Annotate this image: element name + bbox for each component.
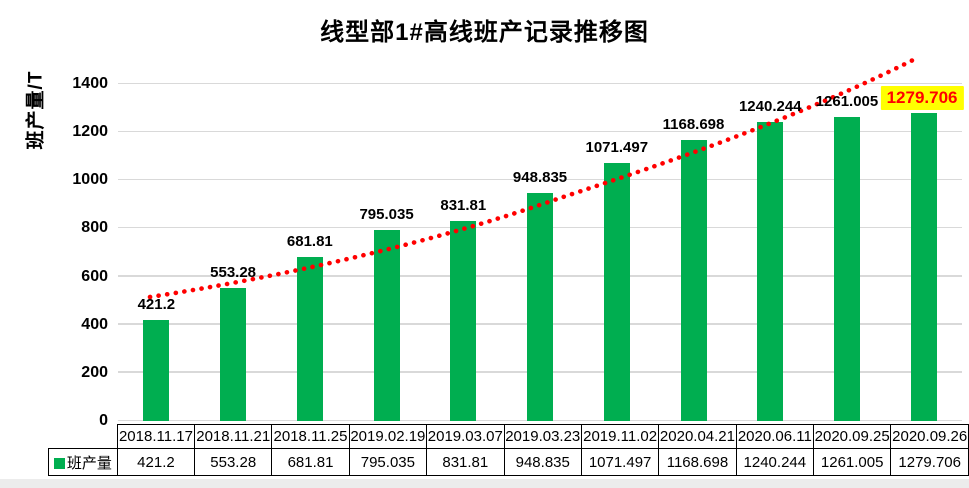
legend-label: 班产量	[66, 454, 112, 472]
bar-column: 1168.698	[655, 84, 732, 421]
data-label: 1261.005	[815, 93, 879, 111]
table-date-cell: 2018.11.17	[116, 424, 196, 449]
table-value-cell: 1071.497	[580, 448, 660, 476]
table-value-cell: 1261.005	[812, 448, 892, 476]
table-value-cell: 553.28	[194, 448, 273, 476]
data-label: 1071.497	[585, 139, 649, 157]
data-label: 421.2	[137, 295, 176, 313]
data-label: 553.28	[210, 263, 257, 281]
table-value-cell: 1168.698	[658, 448, 737, 476]
bar-column: 831.81	[425, 84, 502, 421]
y-axis-ticks: 0 200 400 600 800 1000 1200 1400	[0, 75, 108, 429]
bar-column: 1240.244	[732, 84, 809, 421]
y-tick-label: 1200	[72, 123, 108, 141]
bar[interactable]	[757, 122, 784, 421]
y-tick-label: 1400	[72, 75, 108, 92]
bar-column: 421.2	[118, 84, 195, 421]
y-tick-label: 1000	[72, 171, 108, 189]
bar-series: 421.2 553.28 681.81 795.035 831.81 948.835 107…	[118, 84, 964, 421]
data-label: 795.035	[359, 205, 414, 223]
bar[interactable]	[373, 229, 400, 421]
bar[interactable]	[220, 287, 247, 421]
table-date-cell: 2020.09.25	[812, 424, 892, 449]
bar[interactable]	[450, 220, 477, 421]
bar[interactable]	[296, 256, 323, 421]
table-value-cell: 795.035	[348, 448, 428, 476]
table-date-cell: 2019.03.23	[503, 424, 582, 449]
plot-area: 421.2 553.28 681.81 795.035 831.81 948.835 107…	[118, 82, 964, 421]
legend-cell[interactable]: 班产量	[48, 448, 118, 476]
data-label: 681.81	[286, 232, 333, 250]
legend-swatch-icon	[53, 457, 65, 469]
bottom-strip	[0, 479, 969, 488]
table-date-cell: 2018.11.25	[271, 424, 350, 449]
chart-title: 线型部1#高线班产记录推移图	[320, 19, 649, 46]
data-label: 1168.698	[662, 115, 725, 133]
bar[interactable]	[603, 163, 630, 421]
table-date-cell: 2019.02.19	[348, 424, 428, 449]
table-value-cell: 681.81	[271, 448, 350, 476]
y-tick-label: 0	[99, 412, 108, 429]
bar-column: 681.81	[271, 84, 348, 421]
bar[interactable]	[143, 319, 170, 421]
data-label: 1240.244	[738, 98, 802, 116]
bar-column: 1261.005	[809, 84, 886, 421]
y-tick-label: 400	[81, 315, 108, 333]
bar[interactable]	[527, 192, 554, 421]
table-corner-blank	[49, 425, 118, 449]
data-table: 2018.11.17 2018.11.21 2018.11.25 2019.02.19…	[48, 424, 969, 476]
table-value-cell: 421.2	[116, 448, 196, 476]
bar-column: 1279.706	[880, 84, 964, 421]
table-value-cell: 1240.244	[735, 448, 814, 476]
bar-column: 553.28	[195, 84, 272, 421]
table-date-cell: 2020.04.21	[658, 424, 737, 449]
y-tick-label: 600	[81, 267, 108, 285]
table-value-cell: 948.835	[503, 448, 582, 476]
bar-column: 948.835	[502, 84, 579, 421]
bar-column: 1071.497	[578, 84, 655, 421]
bar[interactable]	[833, 117, 860, 421]
bar[interactable]	[680, 139, 707, 421]
data-label: 948.835	[512, 168, 568, 186]
table-date-cell: 2020.09.26	[890, 424, 969, 449]
table-date-cell: 2020.06.11	[735, 424, 814, 449]
table-value-cell: 831.81	[426, 448, 505, 476]
bar[interactable]	[910, 112, 937, 421]
bar-column: 795.035	[348, 84, 425, 421]
y-tick-label: 800	[81, 219, 108, 237]
table-value-cell: 1279.706	[890, 448, 969, 476]
data-table-body: 2018.11.17 2018.11.21 2018.11.25 2019.02.19…	[48, 424, 969, 476]
y-tick-label: 200	[81, 363, 108, 381]
table-date-cell: 2019.11.02	[580, 424, 660, 449]
data-label: 831.81	[440, 196, 487, 214]
table-date-cell: 2019.03.07	[426, 424, 505, 449]
table-date-cell: 2018.11.21	[194, 424, 273, 449]
data-label-highlighted: 1279.706	[880, 85, 964, 110]
